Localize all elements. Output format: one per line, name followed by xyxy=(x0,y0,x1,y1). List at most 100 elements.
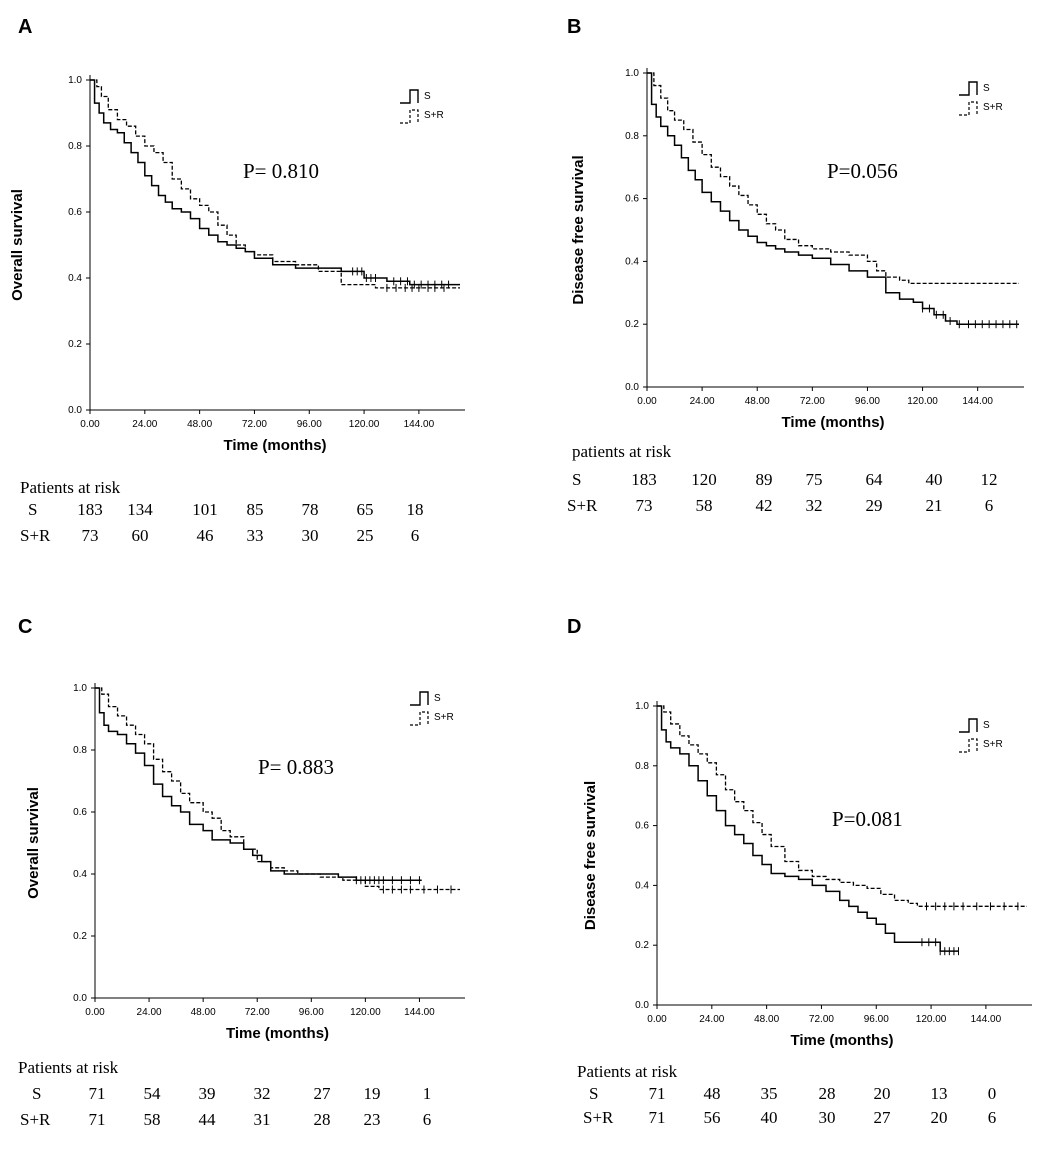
risk-cell: 12 xyxy=(980,470,998,489)
y-tick-label: 0.4 xyxy=(635,880,649,891)
y-tick-label: 0.0 xyxy=(635,1000,649,1011)
x-tick-label: 72.00 xyxy=(242,419,267,430)
x-tick-label: 96.00 xyxy=(855,396,880,407)
risk-cell: 44 xyxy=(198,1110,216,1129)
series-line-s xyxy=(90,79,460,286)
y-tick-label: 0.6 xyxy=(625,194,639,205)
risk-cell: 64 xyxy=(865,470,883,489)
series-line-s xyxy=(95,687,422,881)
km-chart-d: 0.0 0.2 0.4 0.6 0.8 1.0 0.00 24.00 48.00 72.00 96.… xyxy=(582,701,1032,1049)
series-line-s xyxy=(657,705,959,952)
legend-label-s: S xyxy=(983,83,990,94)
x-tick-label: 72.00 xyxy=(809,1014,834,1025)
legend-label-s: S xyxy=(434,693,441,704)
risk-label-s: S xyxy=(589,1084,599,1103)
x-tick-label: 144.00 xyxy=(962,396,993,407)
km-chart-a: 0.0 0.2 0.4 0.6 0.8 1.0 0.00 24.00 48.00 72.00 96.… xyxy=(9,75,465,454)
risk-cell: 60 xyxy=(131,526,149,545)
panel-letter: C xyxy=(18,616,33,638)
risk-label-sr: S+R xyxy=(583,1108,614,1127)
risk-cell: 56 xyxy=(703,1108,721,1127)
risk-cell: 6 xyxy=(984,496,994,515)
risk-cell: 32 xyxy=(805,496,823,515)
x-tick-label: 24.00 xyxy=(690,396,715,407)
risk-cell: 20 xyxy=(930,1108,948,1127)
km-chart-b: 0.0 0.2 0.4 0.6 0.8 1.0 0.00 24.00 48.00 72.00 96.… xyxy=(570,68,1024,431)
panel-d: D 0.0 0.2 0.4 0.6 0.8 1.0 0.00 24.00 48.00 72.00 9… xyxy=(527,574,1053,1149)
y-axis-title: Overall survival xyxy=(25,787,42,899)
panel-letter: B xyxy=(567,16,582,38)
risk-cell: 6 xyxy=(422,1110,432,1129)
risk-cell: 18 xyxy=(406,500,424,519)
x-tick-label: 0.00 xyxy=(637,396,657,407)
risk-cell: 78 xyxy=(301,500,319,519)
p-value: P=0.081 xyxy=(832,807,903,831)
legend: S S+R xyxy=(410,691,454,726)
x-tick-label: 24.00 xyxy=(137,1007,162,1018)
legend-line-sr xyxy=(959,101,978,116)
legend-line-sr xyxy=(959,738,978,753)
risk-cell: 39 xyxy=(198,1084,216,1103)
x-axis-title: Time (months) xyxy=(226,1025,329,1042)
panel-letter: D xyxy=(567,616,582,638)
risk-label-s: S xyxy=(32,1084,42,1103)
risk-cell: 58 xyxy=(143,1110,161,1129)
risk-cell: 21 xyxy=(925,496,943,515)
x-tick-label: 144.00 xyxy=(404,1007,435,1018)
legend-line-s xyxy=(959,81,978,96)
x-tick-label: 96.00 xyxy=(297,419,322,430)
y-axis-title: Overall survival xyxy=(9,189,26,301)
risk-cell: 6 xyxy=(410,526,420,545)
risk-cell: 75 xyxy=(805,470,823,489)
x-tick-label: 120.00 xyxy=(907,396,938,407)
panel-c: C 0.0 0.2 0.4 0.6 0.8 1.0 0.00 24.00 48.00 72.00 9… xyxy=(0,574,526,1149)
x-tick-label: 96.00 xyxy=(299,1007,324,1018)
risk-cell: 183 xyxy=(77,500,103,519)
series-line-sr xyxy=(647,72,1019,285)
risk-cell: 40 xyxy=(925,470,943,489)
series-line-s xyxy=(647,72,1019,325)
x-tick-label: 72.00 xyxy=(245,1007,270,1018)
risk-cell: 19 xyxy=(363,1084,381,1103)
risk-cell: 183 xyxy=(631,470,657,489)
x-tick-label: 0.00 xyxy=(80,419,100,430)
legend-line-sr xyxy=(400,109,419,124)
p-value: P=0.056 xyxy=(827,159,898,183)
risk-cell: 23 xyxy=(363,1110,381,1129)
risk-cell: 30 xyxy=(301,526,319,545)
risk-cell: 27 xyxy=(313,1084,331,1103)
risk-title: Patients at risk xyxy=(577,1062,678,1081)
risk-cell: 54 xyxy=(143,1084,161,1103)
risk-cell: 33 xyxy=(246,526,264,545)
legend-line-s xyxy=(959,718,978,733)
x-tick-label: 0.00 xyxy=(647,1014,667,1025)
y-axis-title: Disease free survival xyxy=(582,781,599,930)
x-tick-label: 48.00 xyxy=(754,1014,779,1025)
risk-cell: 13 xyxy=(930,1084,948,1103)
risk-cell: 71 xyxy=(88,1110,106,1129)
y-tick-label: 0.8 xyxy=(635,761,649,772)
risk-cell: 85 xyxy=(246,500,264,519)
legend: S S+R xyxy=(959,718,1003,753)
y-tick-label: 0.2 xyxy=(68,339,82,350)
legend: S S+R xyxy=(959,81,1003,116)
risk-cell: 89 xyxy=(755,470,773,489)
risk-cell: 29 xyxy=(865,496,883,515)
y-tick-label: 0.6 xyxy=(68,207,82,218)
x-tick-label: 144.00 xyxy=(971,1014,1002,1025)
risk-cell: 101 xyxy=(192,500,218,519)
risk-cell: 27 xyxy=(873,1108,891,1127)
risk-cell: 31 xyxy=(253,1110,271,1129)
p-value: P= 0.883 xyxy=(258,755,334,779)
x-tick-label: 24.00 xyxy=(132,419,157,430)
risk-cell: 71 xyxy=(88,1084,106,1103)
series-line-sr xyxy=(90,79,460,289)
y-tick-label: 0.4 xyxy=(68,273,82,284)
risk-label-sr: S+R xyxy=(20,1110,51,1129)
risk-cell: 73 xyxy=(81,526,99,545)
y-tick-label: 1.0 xyxy=(635,701,649,712)
risk-cell: 40 xyxy=(760,1108,778,1127)
y-tick-label: 0.6 xyxy=(73,807,87,818)
x-tick-label: 48.00 xyxy=(191,1007,216,1018)
risk-cell: 71 xyxy=(648,1108,666,1127)
